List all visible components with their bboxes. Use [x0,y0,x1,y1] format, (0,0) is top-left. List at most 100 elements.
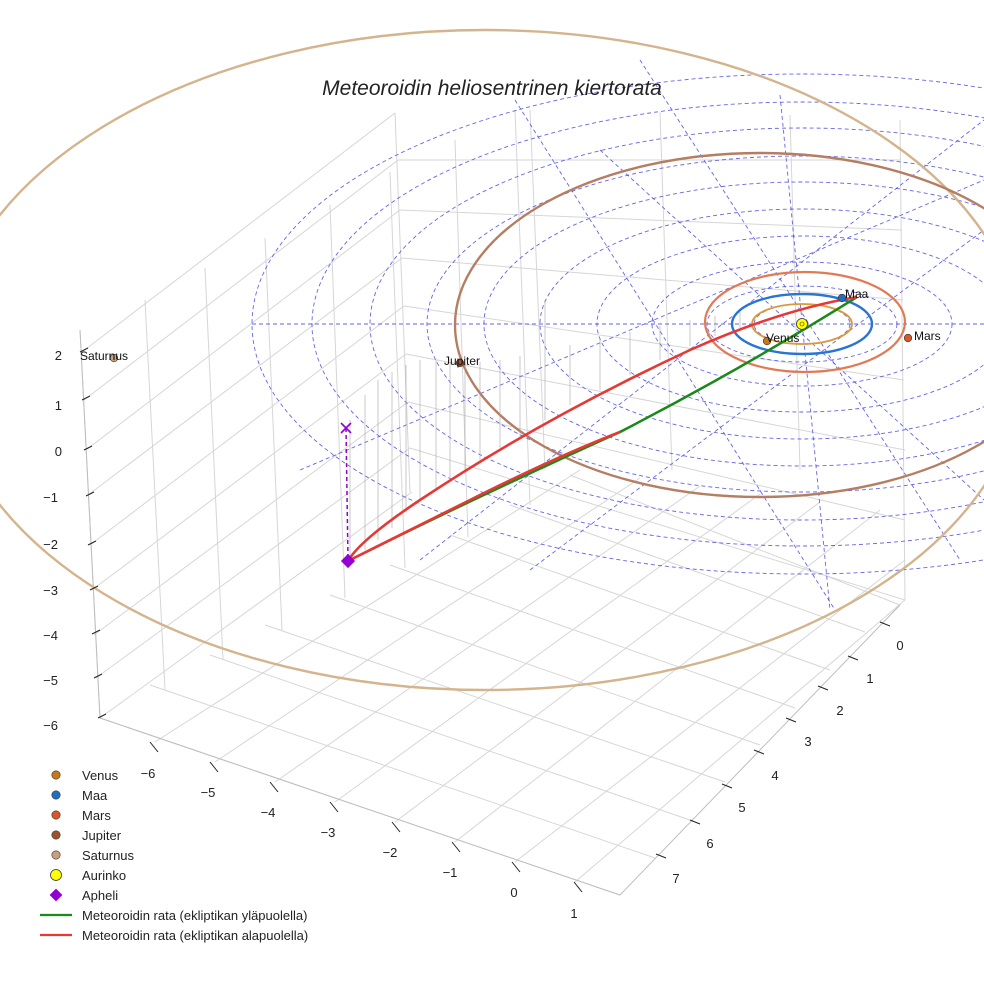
y-tick-label: 6 [706,836,713,851]
x-tick-label: −2 [383,845,398,860]
meteoroid-paths [346,295,858,563]
ecliptic-ring [483,181,984,467]
z-tick-mark [93,673,103,679]
pane-grid-line [407,401,906,521]
ecliptic-spoke [419,119,984,561]
sun-marker [796,318,808,330]
legend-swatch-venus [51,770,61,780]
pane-grid-line [91,353,407,591]
pane-grid-line [569,474,901,606]
y-tick-mark [847,655,859,661]
y-tick-label: 4 [771,768,778,783]
path-above-ecliptic-segment [619,295,858,434]
pane-edge [99,604,901,896]
y-tick-mark [689,819,701,825]
z-tick-mark [79,347,89,353]
axis-panes [79,109,906,896]
pane-grid-line [204,267,224,661]
pane-grid-line [95,447,411,679]
pane-grid-line [514,109,531,506]
z-tick-label: −4 [43,628,58,643]
y-tick-mark [785,717,797,723]
pane-grid-line [394,112,411,493]
pane-grid-line [89,305,405,546]
pane-grid-line [899,119,906,601]
legend-label-mars: Mars [82,808,111,823]
aphelion-drop-line [345,427,349,561]
planet-saturnus-label: Saturnus [80,349,128,363]
y-tick-mark [817,685,829,691]
planet-saturnus-marker [109,353,119,363]
x-tick-mark [269,781,279,793]
x-tick-mark [511,861,521,873]
pane-grid-line [405,353,906,451]
pane-grid-line [389,564,796,709]
legend-label-maa: Maa [82,788,108,803]
z-tick-label: −2 [43,537,58,552]
z-tick-label: −5 [43,673,58,688]
y-tick-mark [655,853,667,859]
ecliptic-spoke [514,99,836,611]
y-tick-label: 2 [836,703,843,718]
pane-grid-line [334,493,761,803]
pane-grid-line [389,171,406,569]
legend-label-aurinko: Aurinko [82,868,126,883]
z-tick-mark [85,491,95,497]
legend-label-path-1: Meteoroidin rata (ekliptikan alapuolella… [82,928,308,943]
sun-marker-core [799,321,805,327]
legend-label-saturnus: Saturnus [82,848,135,863]
y-tick-label: 0 [896,638,903,653]
x-tick-label: −1 [443,865,458,880]
pane-grid-line [574,599,906,883]
legend-swatch-jupiter [51,830,61,840]
pane-grid-line [789,114,801,471]
pane-grid-line [81,112,396,353]
x-tick-label: 0 [510,885,517,900]
pane-grid-line [154,469,581,743]
planet-jupiter-marker [455,358,465,368]
planet-mars-marker [903,333,913,343]
pane-grid-line [399,209,903,231]
x-tick-mark [329,801,339,813]
y-tick-label: 7 [672,871,679,886]
pane-grid-line [514,559,906,863]
orbit-mars [703,270,907,374]
pane-grid-line [401,257,904,301]
pane-grid-line [264,237,283,631]
markers: Venus Maa Mars Jupiter Saturnus [80,287,941,569]
pane-grid-line [659,111,673,471]
z-tick-mark [87,540,97,546]
pane-grid-line [329,594,761,746]
x-tick-label: 1 [570,906,577,921]
orbit-maa [730,292,874,356]
z-tick-label: 2 [55,348,62,363]
z-tick-mark [91,629,101,635]
pane-grid-line [99,491,413,719]
x-tick-mark [573,881,583,893]
axis-ticks: 2 1 0 −1 −2 −3 −4 −5 −6 −6 −5 −4 −3 −2 −1 0 1 0 1 2 3 4 5 6 7 [43,347,904,921]
pane-grid-line [394,501,821,823]
pane-grid-line [329,204,346,599]
pane-grid-line [149,684,656,859]
chart-title: Meteoroidin heliosentrinen kiertorata [322,77,662,100]
y-tick-mark [721,783,733,789]
legend-label-venus: Venus [82,768,119,783]
legend-label-apheli: Apheli [82,888,118,903]
legend: Venus Maa Mars Jupiter Saturnus Aurinko Apheli… [40,768,308,943]
pane-grid-line [87,257,403,496]
y-tick-mark [879,621,891,627]
x-tick-label: −5 [201,785,216,800]
x-tick-mark [149,741,159,753]
z-tick-mark [97,713,107,719]
x-tick-label: −4 [261,805,276,820]
legend-label-jupiter: Jupiter [82,828,122,843]
pane-grid-line [214,477,641,763]
aphelion-projection-marker [340,422,352,434]
orbit-saturnus [0,28,984,692]
pane-edge [79,329,101,719]
x-tick-label: −3 [321,825,336,840]
pane-grid-line [83,159,399,401]
planet-venus-label: Venus [766,331,799,345]
ecliptic-spoke [299,179,984,471]
